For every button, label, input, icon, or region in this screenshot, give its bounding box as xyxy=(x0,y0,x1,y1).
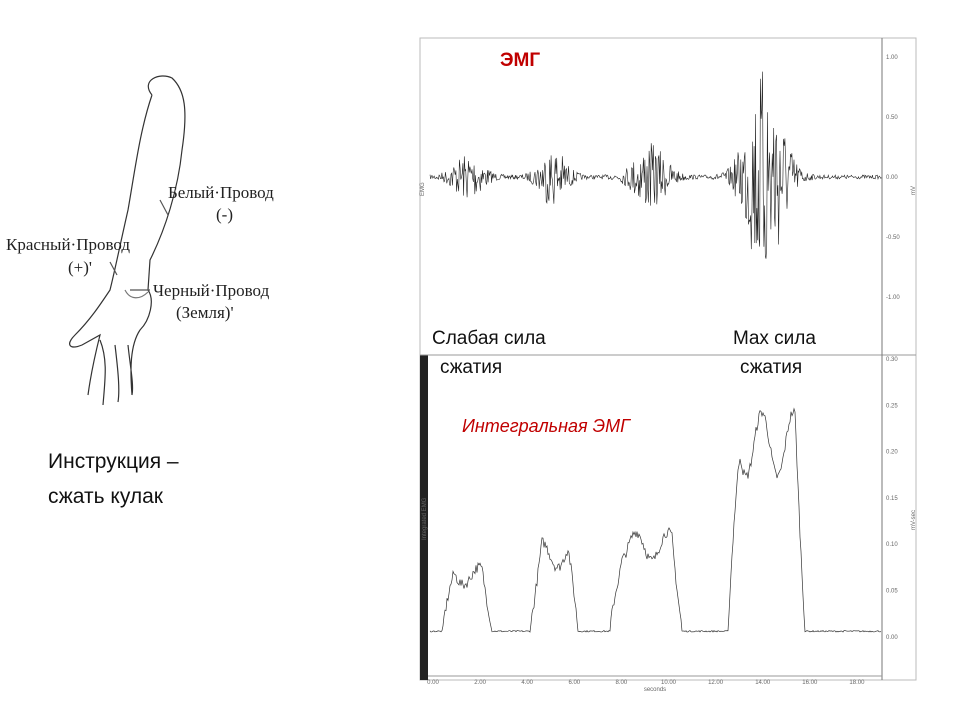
black-wire-label: Черный·Провод xyxy=(153,281,270,300)
x-tick-label: 2.00 xyxy=(474,680,486,686)
channel-label: Integrated EMG xyxy=(422,497,428,540)
y-tick-label: 0.00 xyxy=(886,175,898,181)
y-tick-label: 0.25 xyxy=(886,403,898,409)
y-tick-label: -1.00 xyxy=(886,295,900,301)
y-tick-label: 0.20 xyxy=(886,450,898,456)
x-tick-label: 18.00 xyxy=(849,680,865,686)
unit-label: mV-sec xyxy=(911,510,917,530)
integrated-title: Интегральная ЭМГ xyxy=(462,416,631,436)
x-tick-label: 14.00 xyxy=(755,680,771,686)
y-tick-label: 0.10 xyxy=(886,542,898,548)
integrated-waveform xyxy=(429,407,882,633)
white-wire-sign: (-) xyxy=(216,205,233,224)
x-tick-label: 4.00 xyxy=(521,680,533,686)
emg-waveform xyxy=(429,71,882,259)
black-wire-sign: (Земля)' xyxy=(176,303,234,322)
y-tick-label: 0.00 xyxy=(886,635,898,641)
x-tick-label: 10.00 xyxy=(661,680,677,686)
x-tick-label: 8.00 xyxy=(616,680,628,686)
x-tick-label: 16.00 xyxy=(802,680,818,686)
unit-label: mV xyxy=(911,186,917,195)
weak-label: сжатия xyxy=(440,357,502,378)
max-label: Max сила xyxy=(733,328,816,349)
y-tick-label: 0.05 xyxy=(886,589,898,595)
x-tick-label: 0.00 xyxy=(427,680,439,686)
y-tick-label: 0.15 xyxy=(886,496,898,502)
y-tick-label: 0.30 xyxy=(886,357,898,363)
instruction: Инструкция – xyxy=(48,450,179,473)
y-tick-label: 0.50 xyxy=(886,115,898,121)
max-label: сжатия xyxy=(740,357,802,378)
recording-frame xyxy=(419,37,917,681)
instruction: сжать кулак xyxy=(48,485,164,508)
arm-drawing xyxy=(69,75,186,406)
weak-label: Слабая сила xyxy=(432,328,546,349)
red-wire-label: Красный·Провод xyxy=(6,235,130,254)
x-axis-label: seconds xyxy=(644,687,666,693)
y-tick-label: 1.00 xyxy=(886,55,898,61)
x-tick-label: 12.00 xyxy=(708,680,724,686)
y-tick-label: -0.50 xyxy=(886,235,900,241)
x-tick-label: 6.00 xyxy=(568,680,580,686)
channel-label: EMG xyxy=(420,182,426,196)
red-wire-sign: (+)' xyxy=(68,258,92,277)
emg-title: ЭМГ xyxy=(500,50,540,71)
channel-bar xyxy=(420,355,428,680)
white-wire-label: Белый·Провод xyxy=(168,183,274,202)
